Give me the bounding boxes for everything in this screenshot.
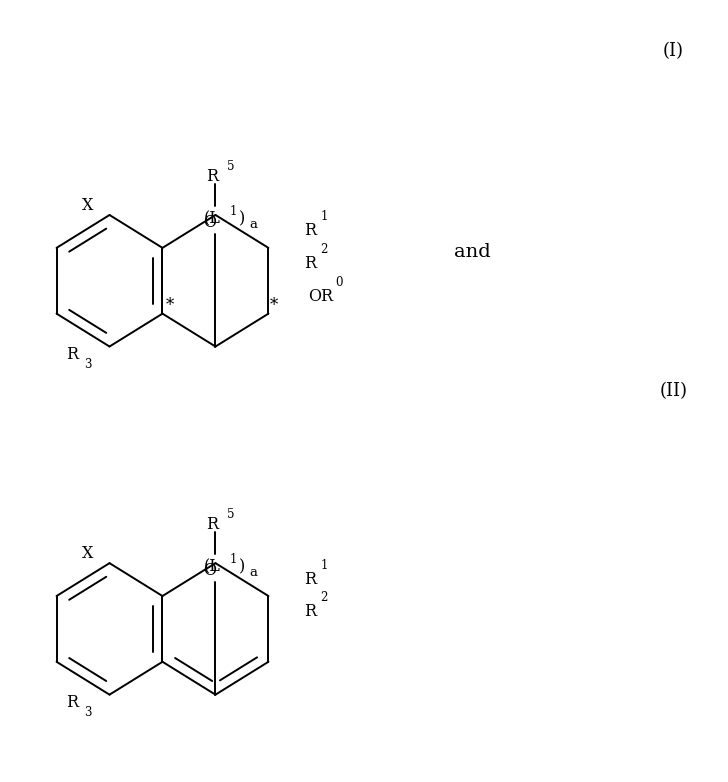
Text: R: R (304, 255, 317, 272)
Text: 1: 1 (320, 558, 328, 572)
Text: R: R (66, 346, 78, 363)
Text: 5: 5 (227, 160, 234, 173)
Text: R: R (206, 516, 218, 533)
Text: (L: (L (203, 210, 221, 228)
Text: (II): (II) (660, 382, 687, 400)
Text: 1: 1 (230, 205, 237, 217)
Text: R: R (304, 571, 317, 587)
Text: (I): (I) (663, 41, 684, 59)
Text: and: and (454, 242, 491, 260)
Text: O: O (203, 214, 216, 231)
Text: 3: 3 (84, 358, 92, 371)
Text: X: X (82, 545, 94, 562)
Text: 0: 0 (336, 276, 343, 289)
Text: 1: 1 (320, 210, 328, 224)
Text: 2: 2 (320, 591, 328, 604)
Text: O: O (203, 562, 216, 579)
Text: R: R (206, 168, 218, 185)
Text: a: a (249, 217, 257, 231)
Text: *: * (165, 297, 174, 314)
Text: *: * (270, 297, 278, 314)
Text: ): ) (239, 210, 245, 228)
Text: 2: 2 (320, 243, 328, 256)
Text: X: X (82, 197, 94, 214)
Text: 3: 3 (84, 706, 92, 719)
Text: a: a (249, 566, 257, 579)
Text: 5: 5 (227, 508, 234, 521)
Text: R: R (66, 694, 78, 711)
Text: ): ) (239, 558, 245, 576)
Text: OR: OR (308, 288, 333, 305)
Text: 1: 1 (230, 553, 237, 565)
Text: (L: (L (203, 558, 221, 576)
Text: R: R (304, 603, 317, 620)
Text: R: R (304, 222, 317, 239)
